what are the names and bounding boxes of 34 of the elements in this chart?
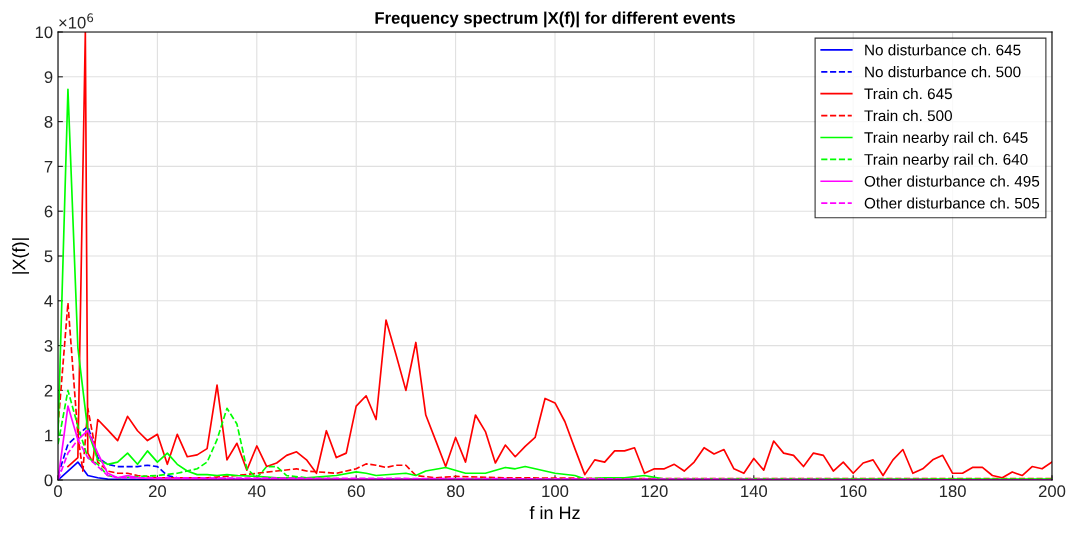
y-tick-label: 5	[44, 250, 53, 263]
x-tick-label: 120	[641, 485, 668, 498]
x-tick-label: 180	[939, 485, 966, 498]
y-tick-label: 6	[44, 205, 53, 218]
y-axis-title: |X(f)|	[12, 238, 30, 274]
y-tick-label: 4	[44, 295, 53, 307]
legend-label: No disturbance ch. 500	[865, 66, 1021, 78]
x-tick-label: 160	[840, 485, 867, 498]
x-tick-label: 0	[54, 485, 62, 498]
x-tick-label: 80	[447, 485, 465, 498]
x-tick-label: 140	[741, 485, 768, 498]
legend-label: Train ch. 500	[864, 109, 952, 122]
x-axis-title: f in Hz	[529, 505, 580, 520]
legend-label: Other disturbance ch. 495	[864, 175, 1040, 187]
x-tick-label: 20	[148, 485, 167, 498]
y-tick-label: 2	[44, 384, 53, 397]
y-tick-label: 7	[44, 160, 53, 173]
legend-label: Train nearby rail ch. 645	[864, 131, 1028, 146]
y-tick-label: 0	[44, 474, 53, 487]
x-tick-label: 60	[347, 485, 365, 498]
y-tick-label: 9	[44, 71, 53, 83]
text: ×10$^{6}$	[59, 13, 94, 29]
y-tick-label: 10	[35, 26, 53, 39]
y-tick-label: 1	[45, 429, 53, 442]
x-tick-label: 100	[542, 485, 569, 498]
y-tick-label: 3	[44, 340, 53, 352]
x-tick-label: 200	[1038, 485, 1066, 498]
legend-label: Train nearby rail ch. 640	[864, 153, 1028, 168]
chart-title: Frequency spectrum |X(f)| for different events	[375, 11, 735, 28]
y-tick-label: 8	[44, 116, 53, 128]
legend-label: Other disturbance ch. 505	[864, 197, 1040, 209]
x-tick-label: 40	[247, 485, 266, 498]
legend-label: No disturbance ch. 645	[865, 44, 1021, 56]
legend-label: Train ch. 645	[864, 87, 952, 100]
